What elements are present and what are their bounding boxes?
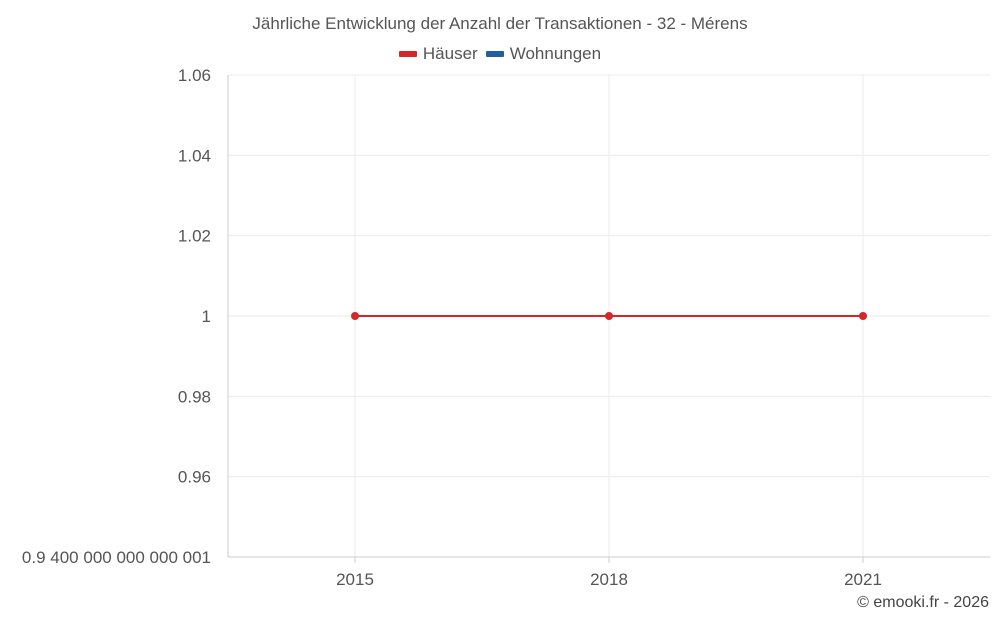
legend-swatch-haeuser <box>398 51 417 57</box>
data-point-haeuser <box>859 312 867 320</box>
legend-swatch-wohnungen <box>485 51 504 57</box>
chart-title: Jährliche Entwicklung der Anzahl der Tra… <box>252 14 748 33</box>
axes <box>227 75 990 563</box>
legend-label-haeuser: Häuser <box>422 44 478 63</box>
x-tick-label: 2018 <box>590 570 628 589</box>
y-axis-tick-labels: 0.9 400 000 000 000 001 0.96 0.98 1 1.02 1.04… <box>22 66 211 567</box>
y-tick-label: 0.9 400 000 000 000 001 <box>22 548 211 567</box>
y-tick-label: 1 <box>202 307 211 326</box>
y-tick-label: 1.06 <box>178 66 211 85</box>
y-tick-label: 0.96 <box>178 468 211 487</box>
y-tick-label: 1.02 <box>178 227 211 246</box>
x-tick-label: 2015 <box>336 570 374 589</box>
data-point-haeuser <box>605 312 613 320</box>
legend-item-wohnungen[interactable]: Wohnungen <box>485 44 602 64</box>
credit-text: © emooki.fr - 2026 <box>857 594 989 611</box>
x-axis-tick-labels: 2015 2018 2021 <box>336 570 882 589</box>
y-tick-label: 1.04 <box>178 146 211 165</box>
legend-label-wohnungen: Wohnungen <box>509 44 602 63</box>
legend-item-haeuser[interactable]: Häuser <box>398 44 478 64</box>
data-point-haeuser <box>351 312 359 320</box>
y-tick-label: 0.98 <box>178 387 211 406</box>
legend: Häuser Wohnungen <box>0 44 1000 64</box>
data-points <box>351 312 867 320</box>
x-tick-label: 2021 <box>844 570 882 589</box>
